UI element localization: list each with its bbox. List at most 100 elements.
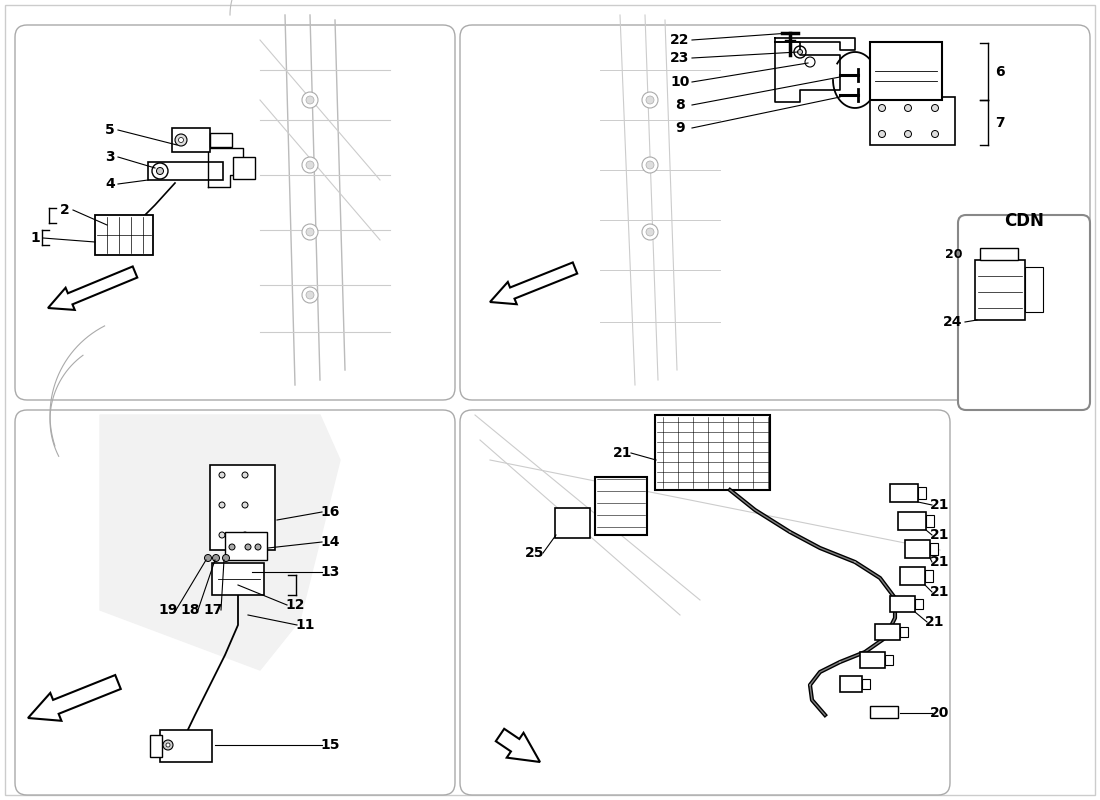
Bar: [898, 512, 926, 530]
Text: 12: 12: [285, 598, 305, 612]
Bar: [654, 415, 770, 490]
Text: 20: 20: [931, 706, 949, 720]
Text: 11: 11: [295, 618, 315, 632]
Circle shape: [242, 502, 248, 508]
Text: 18: 18: [180, 603, 200, 617]
Circle shape: [904, 130, 912, 138]
Circle shape: [245, 544, 251, 550]
Text: 9: 9: [675, 121, 685, 135]
Circle shape: [229, 544, 235, 550]
Polygon shape: [100, 415, 340, 670]
Text: 16: 16: [320, 505, 340, 519]
Circle shape: [805, 57, 815, 67]
Text: 4: 4: [106, 177, 114, 191]
Bar: [210, 133, 232, 147]
Circle shape: [306, 96, 313, 104]
Bar: [918, 487, 926, 499]
Circle shape: [166, 743, 170, 747]
Text: 25: 25: [526, 546, 544, 560]
Text: 23: 23: [670, 51, 690, 65]
Bar: [874, 624, 900, 640]
Bar: [925, 570, 933, 582]
Circle shape: [642, 92, 658, 108]
Text: 24: 24: [943, 315, 962, 329]
FancyArrow shape: [48, 266, 138, 310]
Circle shape: [255, 544, 261, 550]
Bar: [1025, 267, 1043, 312]
Circle shape: [219, 532, 225, 538]
Bar: [210, 465, 275, 550]
Circle shape: [306, 161, 313, 169]
Bar: [900, 567, 925, 585]
Text: 21: 21: [925, 615, 945, 629]
Text: 21: 21: [931, 555, 949, 569]
Polygon shape: [776, 42, 840, 102]
Bar: [870, 706, 898, 718]
Bar: [926, 515, 934, 527]
Circle shape: [642, 224, 658, 240]
Bar: [150, 735, 162, 757]
Bar: [172, 128, 210, 152]
FancyBboxPatch shape: [958, 215, 1090, 410]
Circle shape: [219, 502, 225, 508]
Circle shape: [242, 472, 248, 478]
Circle shape: [798, 50, 803, 54]
Text: 1: 1: [30, 231, 40, 245]
Bar: [890, 596, 915, 612]
FancyBboxPatch shape: [460, 410, 950, 795]
Circle shape: [642, 157, 658, 173]
Bar: [980, 248, 1018, 260]
Text: 7: 7: [996, 116, 1004, 130]
Circle shape: [212, 554, 220, 562]
Bar: [840, 676, 862, 692]
Bar: [886, 655, 893, 665]
FancyArrow shape: [490, 262, 578, 304]
Circle shape: [646, 228, 654, 236]
Text: 5: 5: [106, 123, 114, 137]
Circle shape: [302, 92, 318, 108]
Circle shape: [794, 46, 806, 58]
Circle shape: [156, 167, 164, 174]
Text: CDN: CDN: [1004, 212, 1044, 230]
Circle shape: [879, 105, 886, 111]
Bar: [900, 627, 908, 637]
Text: 21: 21: [614, 446, 632, 460]
Circle shape: [932, 130, 938, 138]
Text: a passion for...: a passion for...: [136, 131, 364, 229]
Circle shape: [904, 105, 912, 111]
Circle shape: [306, 291, 313, 299]
Text: 3: 3: [106, 150, 114, 164]
Circle shape: [175, 134, 187, 146]
Circle shape: [219, 472, 225, 478]
Text: 13: 13: [320, 565, 340, 579]
Text: 21: 21: [931, 528, 949, 542]
Bar: [148, 162, 223, 180]
Circle shape: [205, 554, 211, 562]
Text: 15: 15: [320, 738, 340, 752]
Circle shape: [646, 96, 654, 104]
Circle shape: [178, 138, 184, 142]
Circle shape: [932, 105, 938, 111]
Bar: [95, 215, 153, 255]
Text: 2: 2: [60, 203, 70, 217]
Bar: [595, 477, 647, 535]
Text: 8: 8: [675, 98, 685, 112]
Circle shape: [222, 554, 230, 562]
Polygon shape: [208, 148, 243, 187]
Text: a passion for...: a passion for...: [147, 557, 352, 643]
Text: 21: 21: [931, 498, 949, 512]
Circle shape: [302, 287, 318, 303]
Circle shape: [152, 163, 168, 179]
Bar: [870, 97, 955, 145]
Bar: [556, 508, 590, 538]
Text: 14: 14: [320, 535, 340, 549]
Text: 10: 10: [670, 75, 690, 89]
FancyBboxPatch shape: [15, 25, 455, 400]
Bar: [160, 730, 212, 762]
Text: 6: 6: [996, 65, 1004, 79]
Circle shape: [242, 532, 248, 538]
Circle shape: [879, 130, 886, 138]
Polygon shape: [776, 38, 855, 50]
Text: 20: 20: [945, 247, 962, 261]
Circle shape: [302, 224, 318, 240]
